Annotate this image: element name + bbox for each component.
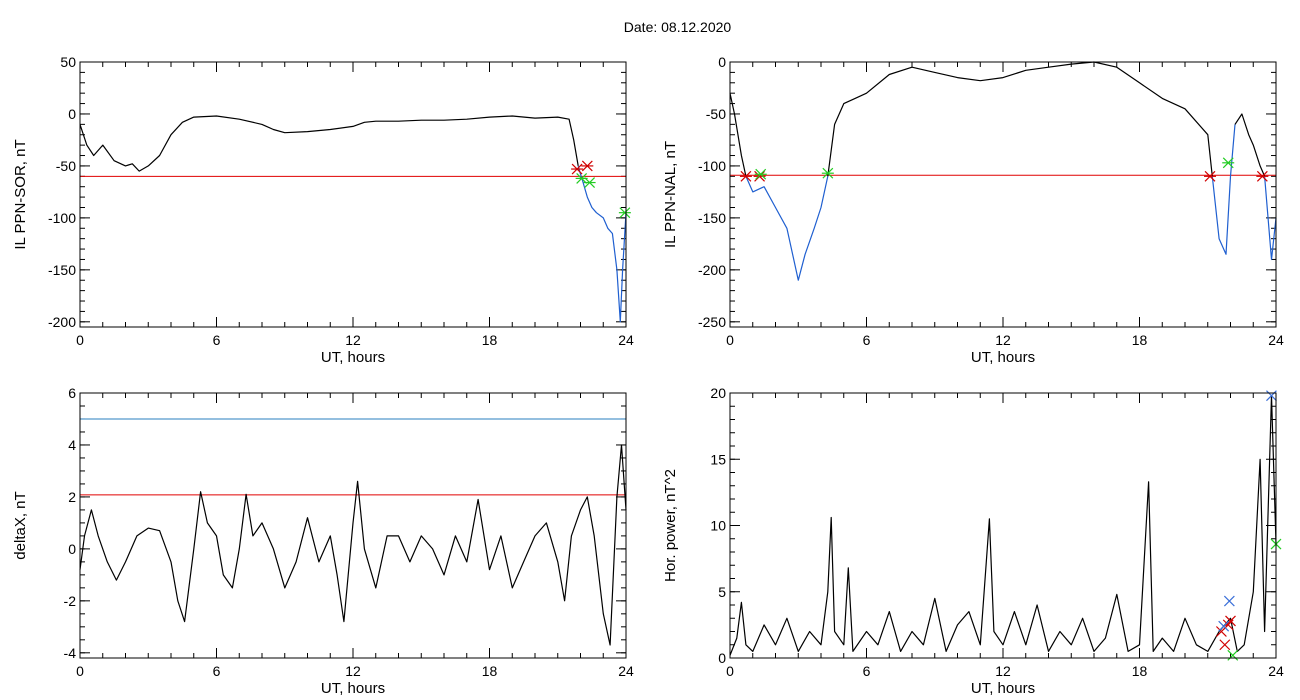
y-tick-label: -150 <box>48 262 76 278</box>
x-axis-label: UT, hours <box>971 680 1035 697</box>
event-marker-stroke <box>1223 595 1235 607</box>
x-axis-label: UT, hours <box>321 349 385 366</box>
y-tick-label: 50 <box>60 54 76 70</box>
y-tick-label: -100 <box>48 210 76 226</box>
y-tick-label: -50 <box>706 106 726 122</box>
y-axis-label: Hor. power, nT^2 <box>662 469 679 582</box>
x-tick-label: 0 <box>726 332 734 348</box>
event-marker <box>1256 170 1269 182</box>
event-marker <box>1219 639 1231 651</box>
x-tick-label: 18 <box>482 663 498 679</box>
y-tick-label: 6 <box>68 385 76 401</box>
event-marker <box>1223 595 1235 607</box>
y-tick-label: -200 <box>698 262 726 278</box>
x-tick-label: 12 <box>995 332 1011 348</box>
x-tick-label: 12 <box>995 663 1011 679</box>
x-tick-label: 12 <box>345 332 361 348</box>
event-marker <box>581 160 594 172</box>
y-tick-label: 4 <box>68 437 76 453</box>
series-line <box>1234 113 1266 177</box>
x-tick-label: 0 <box>726 663 734 679</box>
event-marker <box>1227 649 1239 661</box>
x-axis-label: UT, hours <box>971 349 1035 366</box>
x-tick-label: 6 <box>863 332 871 348</box>
y-tick-label: -250 <box>698 314 726 330</box>
chart-il-nal: 0 6 12 18 24 -250 -200 -150 -100 -50 0 UT, hours IL … <box>662 54 1284 366</box>
y-axis-label: deltaX, nT <box>12 491 29 559</box>
plot-frame <box>729 61 1277 328</box>
x-tick-label: 18 <box>1132 663 1148 679</box>
event-marker-stroke <box>1266 390 1277 402</box>
event-marker <box>1222 157 1235 169</box>
series-line <box>729 395 1277 656</box>
y-tick-label: -4 <box>64 645 77 661</box>
event-marker <box>821 167 834 179</box>
series-line <box>1264 176 1277 261</box>
plot-frame <box>729 392 1277 659</box>
y-axis-label: IL PPN-NAL, nT <box>662 141 679 248</box>
event-marker <box>754 168 767 180</box>
x-tick-label: 24 <box>1268 332 1284 348</box>
x-tick-label: 18 <box>482 332 498 348</box>
event-marker <box>571 163 584 175</box>
series-line <box>1211 124 1236 255</box>
x-tick-label: 6 <box>213 332 221 348</box>
event-marker <box>739 170 752 182</box>
chart-il-sor: 0 6 12 18 24 -200 -150 -100 -50 0 50 UT, hours IL PP… <box>12 54 634 366</box>
y-tick-label: -200 <box>48 314 76 330</box>
event-marker-stroke <box>1227 649 1239 661</box>
y-tick-label: 0 <box>718 54 726 70</box>
x-tick-label: 24 <box>618 332 634 348</box>
series-line <box>79 444 627 646</box>
event-marker <box>1266 390 1277 402</box>
y-tick-label: -150 <box>698 210 726 226</box>
series-line <box>745 176 829 281</box>
y-tick-label: 5 <box>718 584 726 600</box>
y-tick-label: 0 <box>68 541 76 557</box>
chart-hor-power: 0 6 12 18 24 0 5 10 15 20 UT, hours Hor. power, nT^… <box>662 385 1284 697</box>
y-tick-label: -100 <box>698 158 726 174</box>
x-tick-label: 6 <box>863 663 871 679</box>
x-tick-label: 24 <box>618 663 634 679</box>
y-tick-label: 20 <box>710 385 726 401</box>
y-tick-label: -2 <box>64 593 77 609</box>
plot-frame <box>79 61 627 328</box>
figure-title: Date: 08.12.2020 <box>623 19 732 35</box>
y-tick-label: 15 <box>710 451 726 467</box>
y-tick-label: 0 <box>68 106 76 122</box>
event-marker <box>1204 170 1217 182</box>
x-tick-label: 18 <box>1132 332 1148 348</box>
x-axis-label: UT, hours <box>321 680 385 697</box>
y-tick-label: 2 <box>68 489 76 505</box>
event-marker <box>618 207 631 219</box>
series-line <box>79 115 579 172</box>
x-tick-label: 6 <box>213 663 221 679</box>
event-marker-stroke <box>1218 620 1230 632</box>
y-tick-label: 0 <box>718 650 726 666</box>
event-marker <box>583 177 596 188</box>
series-line <box>729 93 747 177</box>
event-marker-stroke <box>1219 639 1231 651</box>
y-axis-label: IL PPN-SOR, nT <box>12 139 29 249</box>
x-tick-label: 0 <box>76 332 84 348</box>
plot-frame <box>79 392 627 659</box>
event-marker <box>1225 615 1236 627</box>
y-tick-label: -50 <box>56 158 76 174</box>
x-tick-label: 24 <box>1268 663 1284 679</box>
event-marker <box>1218 620 1230 632</box>
x-tick-label: 12 <box>345 663 361 679</box>
series-line <box>577 165 627 323</box>
y-tick-label: 10 <box>710 518 726 534</box>
x-tick-label: 0 <box>76 663 84 679</box>
event-marker-stroke <box>1225 615 1236 627</box>
series-line <box>827 61 1213 177</box>
